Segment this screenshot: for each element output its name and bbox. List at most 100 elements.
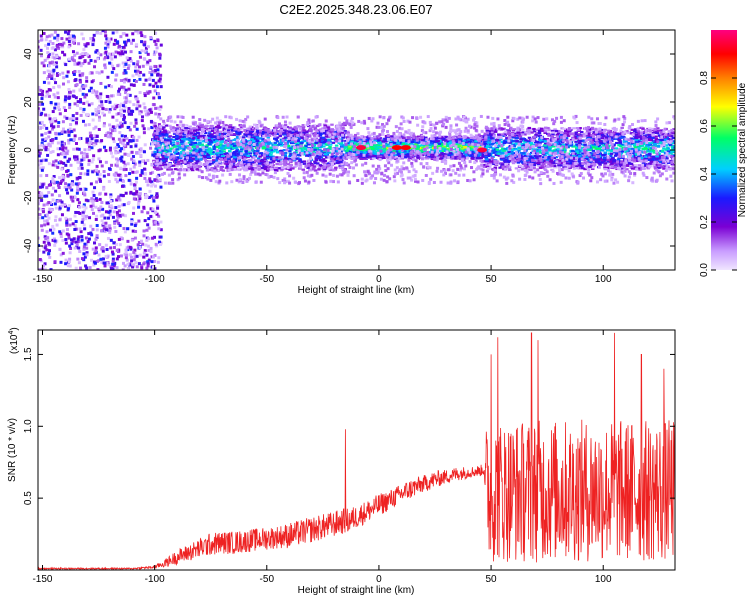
- spectrogram-cell: [390, 140, 395, 143]
- spectrogram-cell: [108, 228, 112, 232]
- spectrogram-cell: [56, 72, 60, 76]
- spectrogram-cell: [45, 173, 49, 177]
- spectrogram-cell: [63, 203, 67, 207]
- spectrogram-cell: [122, 226, 126, 230]
- spectrogram-cell: [179, 152, 184, 155]
- spectrogram-cell: [244, 117, 248, 121]
- spectrogram-cell: [341, 126, 345, 130]
- spectrogram-cell: [198, 118, 202, 122]
- spectrogram-cell: [54, 206, 58, 210]
- spectrogram-cell: [196, 151, 200, 154]
- spectrogram-cell: [180, 130, 185, 134]
- spectrogram-cell: [101, 257, 105, 261]
- spectrogram-cell: [61, 251, 65, 255]
- spectrogram-cell: [156, 206, 160, 210]
- spectrogram-cell: [217, 133, 222, 136]
- spectrogram-cell: [39, 166, 43, 170]
- spectrogram-cell: [44, 131, 48, 135]
- spectrogram-cell: [338, 157, 342, 160]
- spectrogram-cell: [300, 162, 304, 165]
- spectrogram-cell: [57, 186, 61, 190]
- spectrogram-cell: [148, 90, 152, 94]
- spectrogram-cell: [46, 69, 50, 73]
- spectrogram-cell: [107, 173, 111, 177]
- spectrogram-cell: [66, 159, 70, 163]
- spectrogram-cell: [155, 154, 159, 158]
- spectrogram-cell: [343, 168, 347, 172]
- spectrogram-cell: [292, 157, 296, 161]
- spectrogram-cell: [332, 151, 337, 154]
- spectrogram-cell: [124, 256, 128, 260]
- spectrogram-cell: [62, 142, 66, 146]
- spectrogram-cell: [70, 37, 74, 41]
- spectrogram-cell: [164, 165, 168, 169]
- spectrogram-cell: [67, 260, 71, 264]
- spectrogram-cell: [116, 213, 120, 217]
- spectrogram-cell: [153, 125, 157, 128]
- spectrogram-cell: [330, 123, 334, 126]
- spectrogram-cell: [206, 177, 210, 181]
- spectrogram-cell: [220, 134, 224, 138]
- spectrogram-cell: [194, 158, 199, 161]
- spectrogram-cell: [194, 162, 198, 165]
- spectrogram-cell: [248, 140, 252, 144]
- spectrogram-cell: [216, 120, 220, 124]
- spectrogram-cell: [251, 141, 256, 145]
- spectrogram-cell: [100, 139, 104, 143]
- spectrogram-cell: [129, 139, 133, 143]
- spectrogram-cell: [193, 145, 197, 149]
- spectrogram-cell: [237, 131, 241, 134]
- spectrogram-cell: [209, 140, 213, 143]
- spectrogram-cell: [161, 140, 166, 144]
- spectrogram-cell: [68, 186, 72, 190]
- spectrogram-cell: [287, 139, 292, 142]
- spectrogram-cell: [53, 202, 57, 206]
- spectrogram-cell: [131, 170, 135, 174]
- spectrogram-cell: [237, 128, 241, 132]
- spectrogram-cell: [241, 166, 245, 170]
- spectrogram-cell: [74, 210, 78, 214]
- spectrogram-cell: [145, 228, 149, 232]
- spectrogram-cell: [158, 158, 162, 161]
- spectrogram-cell: [56, 153, 60, 157]
- spectrogram-cell: [129, 145, 133, 149]
- spectrogram-cell: [298, 164, 302, 167]
- spectrogram-cell: [51, 238, 55, 242]
- spectrogram-cell: [176, 160, 181, 164]
- spectrogram-cell: [162, 137, 167, 140]
- spectrogram-cell: [75, 83, 79, 87]
- spectrogram-cell: [124, 62, 128, 66]
- spectrogram-cell: [102, 122, 106, 126]
- spectrogram-cell: [171, 181, 175, 185]
- spectrogram-cell: [373, 148, 378, 151]
- spectrogram-cell: [153, 39, 157, 43]
- spectrogram-cell: [95, 94, 99, 98]
- spectrogram-cell: [319, 152, 323, 156]
- spectrogram-cell: [326, 151, 330, 154]
- spectrogram-cell: [81, 211, 85, 215]
- spectrogram-cell: [449, 156, 453, 159]
- spectrogram-cell: [123, 252, 127, 256]
- spectrogram-cell: [184, 157, 188, 160]
- spectrogram-cell: [199, 124, 203, 128]
- spectrogram-cell: [129, 182, 133, 186]
- spectrogram-cell: [158, 178, 162, 182]
- spectrogram-cell: [154, 134, 159, 137]
- spectrogram-cell: [243, 156, 248, 159]
- spectrogram-cell: [124, 50, 128, 54]
- spectrogram-cell: [84, 84, 88, 88]
- spectrogram-cell: [296, 145, 300, 149]
- spectrogram-cell: [314, 159, 319, 162]
- spectrogram-cell: [138, 187, 142, 191]
- spectrogram-cell: [71, 56, 75, 60]
- spectrogram-cell: [152, 52, 156, 56]
- spectrogram-cell: [408, 155, 413, 159]
- spectrogram-cell: [42, 124, 46, 128]
- spectrogram-cell: [82, 252, 86, 256]
- spectrogram-cell: [274, 131, 278, 135]
- spectrogram-cell: [68, 43, 72, 47]
- spectrogram-cell: [229, 152, 233, 156]
- spectrogram-cell: [328, 133, 332, 137]
- spectrogram-cell: [57, 46, 61, 50]
- spectrogram-cell: [170, 155, 174, 159]
